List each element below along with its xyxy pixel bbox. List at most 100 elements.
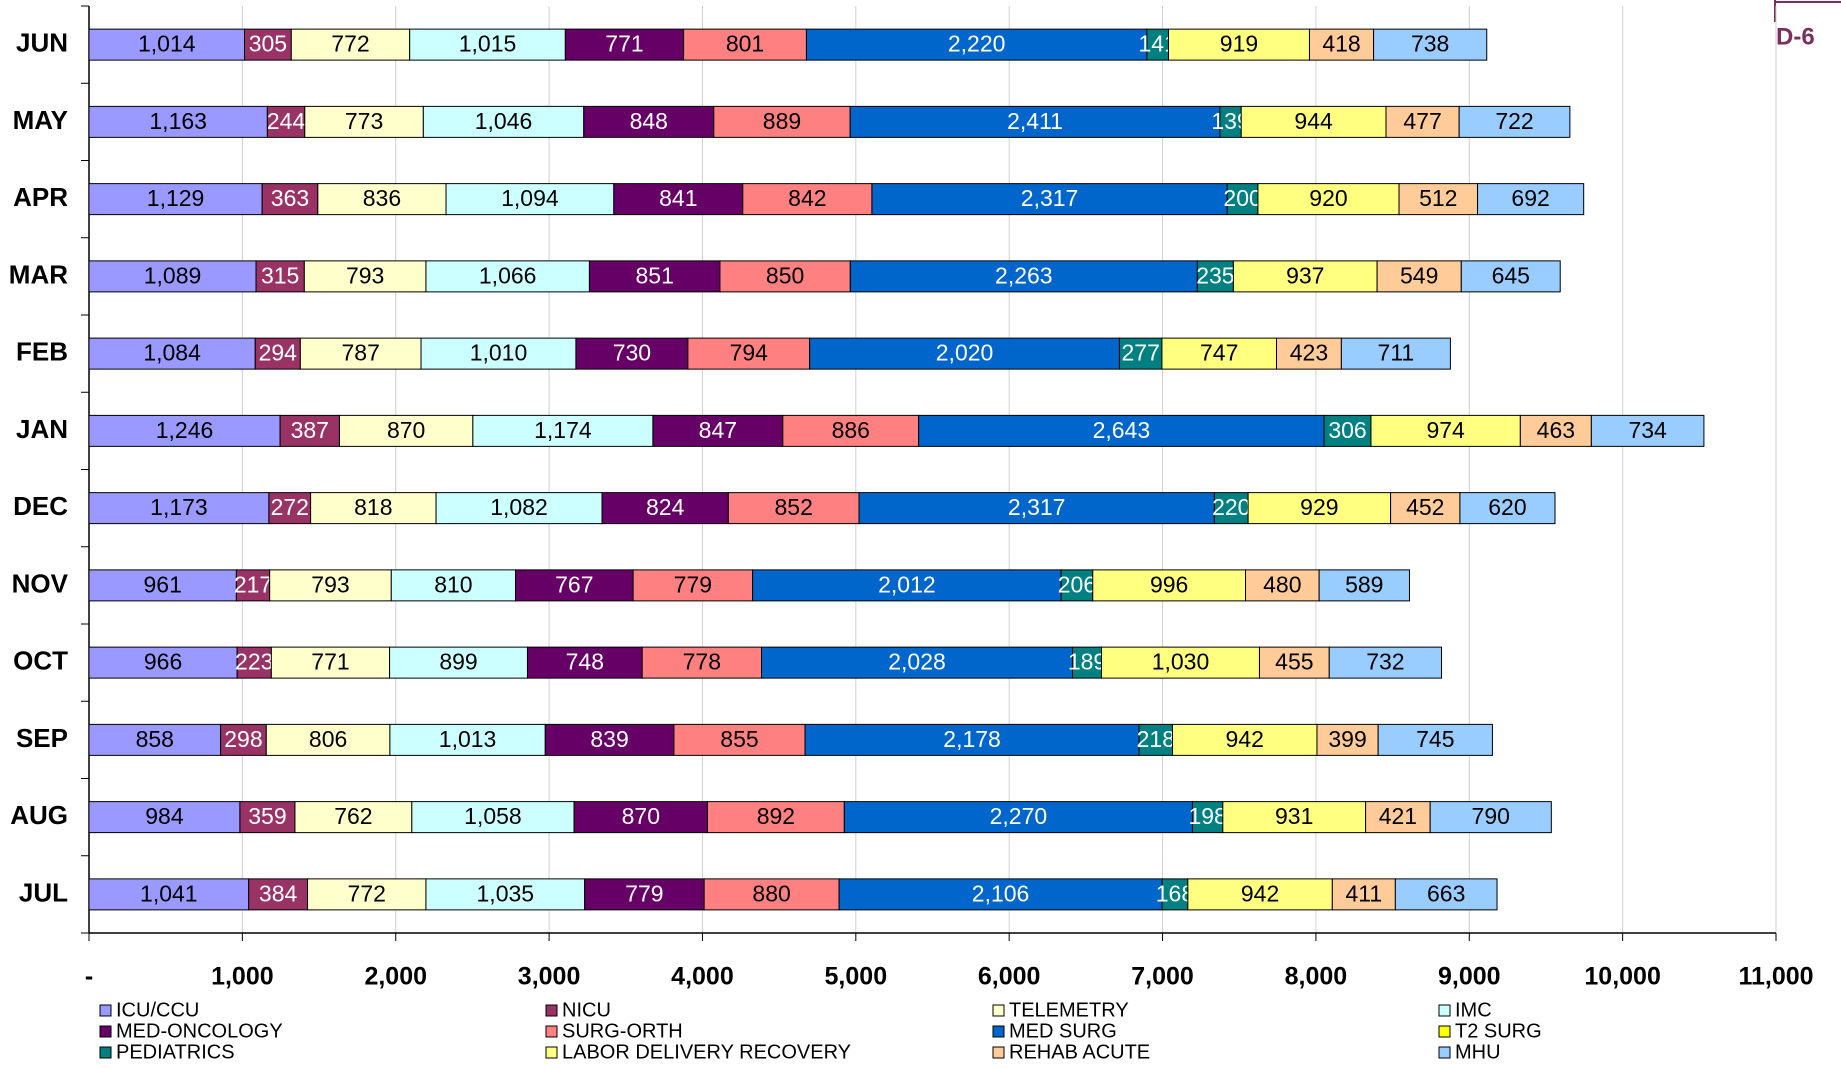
value-label: 1,094	[501, 185, 559, 211]
value-label: 411	[1345, 880, 1382, 906]
value-label: 359	[248, 803, 286, 829]
x-tick-label: 8,000	[1285, 963, 1348, 991]
value-label: 794	[730, 340, 769, 366]
bar-segment	[838, 878, 1163, 911]
bar-segment	[1590, 414, 1705, 447]
legend-label: PEDIATRICS	[116, 1041, 235, 1063]
value-label: 855	[720, 726, 758, 752]
bar-segment	[1460, 260, 1561, 293]
value-label: 778	[683, 649, 721, 675]
category-label: DEC	[13, 491, 68, 521]
bar-segment	[1376, 260, 1462, 293]
value-label: 1,013	[439, 726, 497, 752]
bar-segment	[317, 183, 447, 216]
value-label: 734	[1628, 417, 1667, 443]
value-label: 645	[1492, 262, 1530, 288]
value-label: 384	[259, 880, 298, 906]
category-label: MAR	[9, 259, 68, 289]
value-label: 851	[635, 262, 673, 288]
value-label: 294	[259, 340, 298, 366]
value-label: 931	[1275, 803, 1313, 829]
bar-segment	[1390, 492, 1461, 525]
bar-segment	[1222, 801, 1367, 834]
bar-segment	[88, 492, 270, 525]
bar-segment	[1092, 569, 1247, 602]
legend-label: REHAB ACUTE	[1009, 1041, 1150, 1063]
bar-segment	[1377, 723, 1493, 756]
x-tick-label: 9,000	[1438, 963, 1501, 991]
value-label: 2,106	[972, 880, 1030, 906]
value-label: 306	[1328, 417, 1366, 443]
bar-segment	[515, 569, 634, 602]
category-label: FEB	[16, 337, 68, 367]
value-label: 730	[613, 340, 651, 366]
bar-segment	[1172, 723, 1318, 756]
value-label: 298	[224, 726, 262, 752]
bar-segment	[707, 801, 845, 834]
bar-segment	[526, 646, 643, 679]
legend-swatch	[992, 1025, 1005, 1038]
value-label: 745	[1416, 726, 1454, 752]
value-label: 848	[630, 108, 668, 134]
value-label: 277	[1122, 340, 1160, 366]
bar-segment	[1385, 105, 1460, 138]
value-label: 748	[566, 649, 604, 675]
value-label: 787	[341, 340, 379, 366]
bar-segment	[1161, 878, 1189, 911]
x-tick-label: 7,000	[1131, 963, 1194, 991]
value-label: 942	[1241, 880, 1279, 906]
bar-segment	[858, 492, 1215, 525]
value-label: 996	[1150, 571, 1188, 597]
legend-swatch	[99, 1025, 112, 1038]
bar-segment	[239, 801, 296, 834]
value-label: 1,082	[490, 494, 548, 520]
value-label: 762	[334, 803, 372, 829]
bar-segment	[588, 260, 721, 293]
value-label: 779	[674, 571, 712, 597]
legend-label: NICU	[562, 999, 611, 1021]
bar-segment	[703, 878, 840, 911]
legend-swatch	[545, 1004, 558, 1017]
bar-segment	[809, 337, 1120, 370]
value-label: 452	[1406, 494, 1444, 520]
value-label: 824	[646, 494, 685, 520]
value-label: 1,089	[144, 262, 202, 288]
bar-segment	[445, 183, 615, 216]
value-label: 220	[1212, 494, 1250, 520]
bar-segment	[268, 492, 312, 525]
value-label: 892	[757, 803, 795, 829]
value-label: 793	[311, 571, 349, 597]
bar-segment	[1187, 878, 1333, 911]
bar-segment	[1196, 260, 1234, 293]
bar-segment	[1519, 414, 1592, 447]
value-label: 2,411	[1007, 108, 1063, 134]
value-label: 966	[144, 649, 182, 675]
value-label: 2,263	[995, 262, 1053, 288]
bar-segment	[1328, 646, 1443, 679]
value-label: 1,058	[464, 803, 522, 829]
value-label: 477	[1403, 108, 1441, 134]
bar-segment	[1458, 105, 1571, 138]
value-label: 1,010	[470, 340, 528, 366]
value-label: 1,173	[150, 494, 208, 520]
x-tick-label: 2,000	[364, 963, 427, 991]
bar-segment	[583, 105, 715, 138]
category-label: SEP	[16, 723, 68, 753]
value-label: 1,035	[477, 880, 535, 906]
category-label: AUG	[10, 800, 68, 830]
page-code: D-6	[1776, 23, 1815, 50]
legend-swatch	[545, 1046, 558, 1059]
bar-segment	[220, 723, 267, 756]
value-label: 886	[832, 417, 870, 443]
value-label: 421	[1379, 803, 1417, 829]
bar-segment	[1340, 337, 1451, 370]
value-label: 747	[1200, 340, 1238, 366]
value-label: 771	[311, 649, 349, 675]
category-label: JUL	[19, 877, 68, 907]
legend-swatch	[1438, 1046, 1451, 1059]
bar-segment	[687, 337, 811, 370]
bar-segment	[390, 569, 517, 602]
value-label: 1,129	[147, 185, 205, 211]
value-label: 852	[775, 494, 813, 520]
